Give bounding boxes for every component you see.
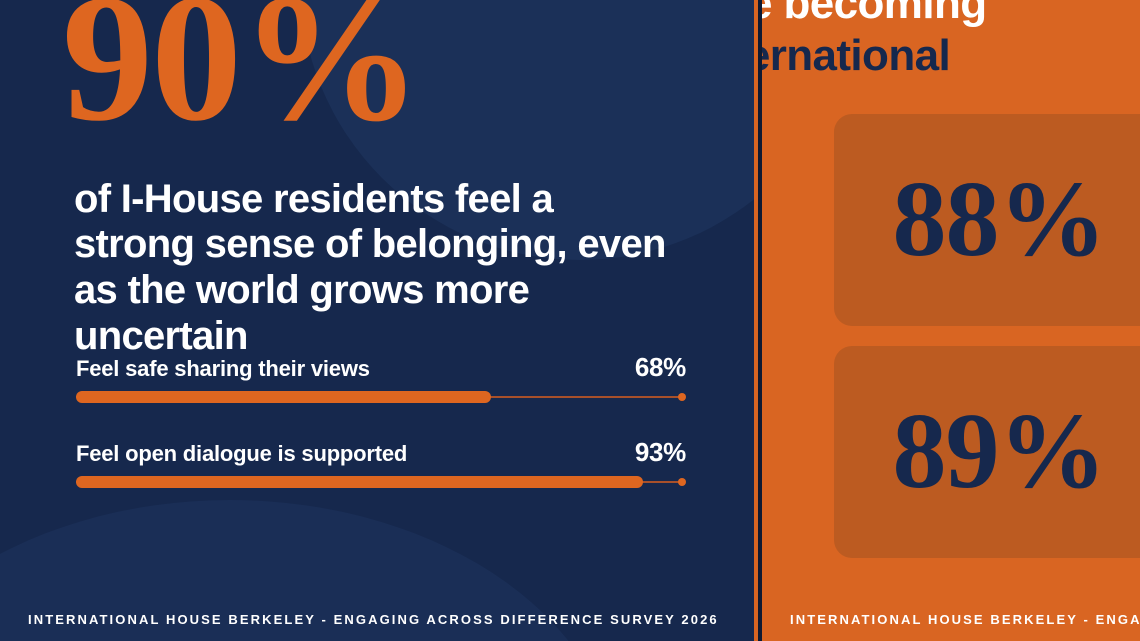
stat-bar-label: Feel open dialogue is supported (76, 441, 408, 466)
stat-bar-value: 93% (634, 437, 686, 467)
stat-card: 89% (834, 346, 1140, 558)
stat-bar-row: Feel open dialogue is supported 93% (76, 437, 686, 488)
stat-card-value: 88% (892, 160, 1107, 279)
slide-footer-caption: INTERNATIONAL HOUSE BERKELEY - ENGAGING … (790, 612, 1140, 627)
orange-title-line-2: International (762, 30, 951, 80)
stat-card-value: 89% (892, 392, 1107, 511)
stat-bar-label: Feel safe sharing their views (76, 356, 370, 381)
stat-bar-header: Feel safe sharing their views 68% (76, 352, 686, 383)
slide-footer-caption: INTERNATIONAL HOUSE BERKELEY - ENGAGING … (28, 612, 719, 627)
stat-bar-end-dot (678, 393, 686, 401)
stat-bar-row: Feel safe sharing their views 68% (76, 352, 686, 403)
orange-slide-title: Since becoming International (762, 0, 1140, 82)
stat-bar-track (76, 391, 686, 403)
stat-bar-end-dot (678, 478, 686, 486)
navy-slide: 90% of I-House residents feel a strong s… (0, 0, 758, 641)
headline-stat-value: 90% (62, 0, 422, 159)
stat-bar-value: 68% (634, 352, 686, 382)
headline-text: of I-House residents feel a strong sense… (74, 176, 666, 358)
stat-card: 88% (834, 114, 1140, 326)
orange-title-line-1: Since becoming (762, 0, 987, 28)
stat-bar-list: Feel safe sharing their views 68% Feel o… (76, 352, 686, 488)
stat-bar-header: Feel open dialogue is supported 93% (76, 437, 686, 468)
stat-bar-fill (76, 391, 491, 403)
stat-bar-track (76, 476, 686, 488)
orange-slide: Since becoming International 88% 89% INT… (762, 0, 1140, 641)
stat-bar-fill (76, 476, 644, 488)
